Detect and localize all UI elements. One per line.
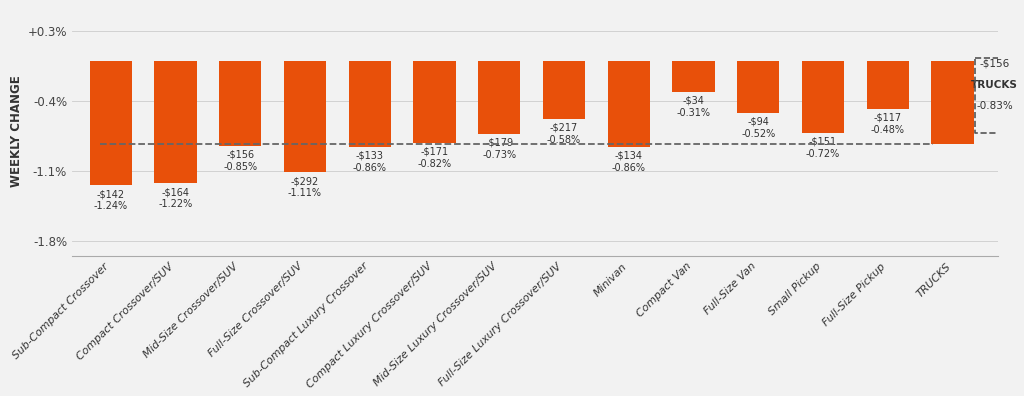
Text: -$179: -$179 <box>485 138 513 148</box>
Text: -$156: -$156 <box>979 59 1010 69</box>
Y-axis label: WEEKLY CHANGE: WEEKLY CHANGE <box>10 75 24 187</box>
Bar <box>349 61 391 147</box>
Text: -$94: -$94 <box>748 117 769 127</box>
Text: -$151: -$151 <box>809 137 837 147</box>
Bar <box>802 61 844 133</box>
Bar <box>284 61 326 172</box>
Bar <box>90 61 132 185</box>
Text: -1.11%: -1.11% <box>288 188 322 198</box>
Bar <box>866 61 908 109</box>
Text: -0.73%: -0.73% <box>482 150 516 160</box>
Text: -0.86%: -0.86% <box>352 163 387 173</box>
Text: -0.82%: -0.82% <box>418 159 452 169</box>
Text: -$142: -$142 <box>96 189 125 199</box>
Text: -1.22%: -1.22% <box>159 199 193 209</box>
Text: -$117: -$117 <box>873 113 902 123</box>
Text: -$171: -$171 <box>421 147 449 157</box>
Text: TRUCKS: TRUCKS <box>971 80 1018 90</box>
Bar <box>414 61 456 143</box>
Text: -0.83%: -0.83% <box>976 101 1013 111</box>
Text: -$292: -$292 <box>291 176 319 186</box>
Text: -$133: -$133 <box>355 151 384 161</box>
Text: -$156: -$156 <box>226 150 254 160</box>
Bar <box>478 61 520 134</box>
Text: -0.85%: -0.85% <box>223 162 257 172</box>
Text: -0.58%: -0.58% <box>547 135 581 145</box>
Text: -$217: -$217 <box>550 123 579 133</box>
Bar <box>607 61 650 147</box>
Bar <box>219 61 261 146</box>
Bar <box>543 61 585 119</box>
Bar <box>932 61 974 144</box>
Text: -$34: -$34 <box>683 96 705 106</box>
Text: -$134: -$134 <box>614 151 643 161</box>
Bar <box>155 61 197 183</box>
Text: -1.24%: -1.24% <box>93 201 128 211</box>
Text: -$164: -$164 <box>162 187 189 197</box>
Text: -0.72%: -0.72% <box>806 149 840 159</box>
Bar <box>673 61 715 92</box>
Text: -0.31%: -0.31% <box>677 108 711 118</box>
Text: -0.48%: -0.48% <box>870 125 905 135</box>
Bar <box>737 61 779 113</box>
Text: -0.86%: -0.86% <box>611 163 646 173</box>
Text: -0.52%: -0.52% <box>741 129 775 139</box>
